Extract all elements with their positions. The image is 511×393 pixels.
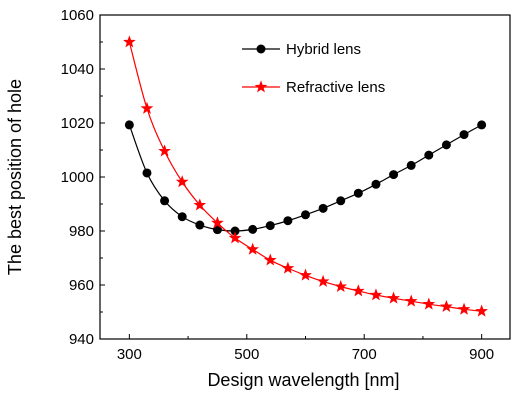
series-markers [123,35,488,317]
data-point [175,175,189,188]
data-point [193,198,207,211]
data-point [230,226,240,236]
data-point [369,288,383,301]
y-axis-title: The best position of hole [5,79,25,275]
y-tick-label: 1040 [61,61,94,78]
data-point [299,268,312,281]
data-point [283,216,293,226]
data-point [211,216,224,229]
data-point [142,168,152,178]
y-tick-label: 1060 [61,7,94,24]
data-point [387,291,400,304]
x-tick-label: 700 [352,346,377,363]
data-point [246,242,260,255]
data-point [371,179,381,189]
data-point [477,120,487,130]
legend-marker [254,80,268,93]
data-point [457,302,471,315]
data-point [158,144,171,157]
data-point [140,101,154,114]
data-point [248,224,258,234]
y-tick-label: 940 [69,331,94,348]
legend-label: Refractive lens [286,79,385,96]
data-point [336,196,346,206]
data-point [263,253,277,266]
data-point [406,160,416,170]
data-point [281,261,295,274]
data-point [195,220,205,230]
data-point [441,140,451,150]
legend-label: Hybrid lens [286,41,361,58]
data-point [265,221,275,231]
data-point [177,212,187,222]
data-point [353,188,363,198]
x-tick-label: 900 [469,346,494,363]
data-point [334,279,348,293]
y-tick-label: 1020 [61,115,94,132]
data-point [422,297,436,310]
data-point [301,210,310,220]
data-point [228,231,242,244]
x-tick-label: 500 [234,346,259,363]
data-point [316,274,330,287]
x-axis-title: Design wavelength [nm] [207,370,399,390]
legend: Hybrid lens Refractive lens [242,41,385,96]
data-point [351,284,365,297]
data-point [389,170,399,180]
data-point [440,299,453,312]
data-point [459,130,469,140]
data-point [124,120,134,130]
legend-marker [256,44,266,54]
data-point [212,225,222,235]
data-point [123,35,136,48]
data-point [318,203,328,213]
y-tick-label: 960 [69,277,94,294]
data-point [404,294,418,307]
y-tick-label: 1000 [61,169,94,186]
plot-frame [99,14,511,340]
y-tick-label: 980 [69,223,94,240]
data-point [475,304,488,317]
axis-ticks: 300 500 700 900 940 960 980 1000 1020 1040 1060 [61,7,495,363]
data-point [160,196,170,206]
data-point [424,150,434,160]
x-tick-label: 300 [117,346,142,363]
